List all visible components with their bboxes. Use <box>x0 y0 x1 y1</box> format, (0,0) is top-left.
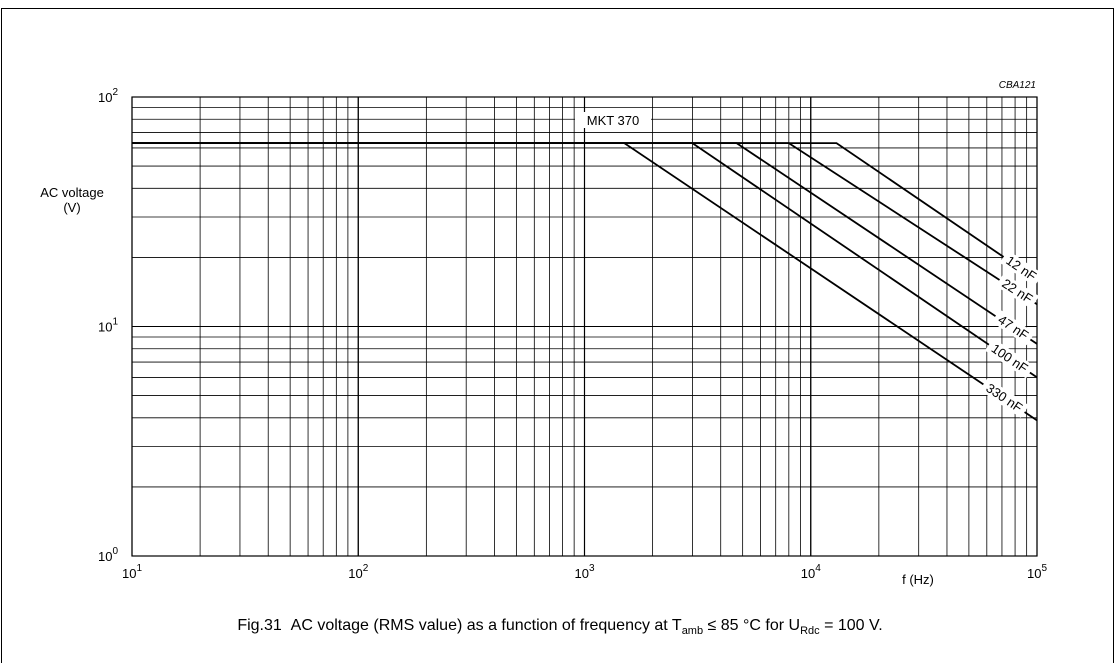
chart-title-box: MKT 370 <box>575 112 651 128</box>
chart-title: MKT 370 <box>587 113 640 128</box>
caption-fig: Fig.31 <box>237 617 282 634</box>
caption-text-mid: ≤ 85 °C for U <box>703 617 801 634</box>
x-tick-label: 102 <box>348 563 368 581</box>
x-tick-label: 104 <box>801 563 821 581</box>
caption-text-post: = 100 V. <box>819 617 883 634</box>
svg-text:330 nF: 330 nF <box>983 380 1025 415</box>
y-tick-label: 101 <box>98 317 118 335</box>
y-axis-label: AC voltage <box>40 185 104 200</box>
y-tick-label: 100 <box>98 546 118 564</box>
caption-sub-amb: amb <box>681 625 704 638</box>
svg-text:47 nF: 47 nF <box>995 312 1031 343</box>
x-tick-label: 105 <box>1027 563 1047 581</box>
caption-sub-rdc: Rdc <box>800 625 820 638</box>
figure-frame <box>1 8 1114 663</box>
series-lines <box>132 142 1038 422</box>
series-line <box>132 142 1038 422</box>
y-axis-unit: (V) <box>63 200 80 215</box>
x-axis-label: f (Hz) <box>902 572 934 587</box>
caption-text-pre: AC voltage (RMS value) as a function of … <box>290 617 682 634</box>
y-tick-label: 102 <box>98 87 118 105</box>
plot-border <box>131 96 1038 557</box>
svg-text:100 nF: 100 nF <box>989 341 1031 376</box>
series-label: 47 nF <box>991 309 1035 346</box>
grid <box>131 96 1038 557</box>
x-tick-label: 103 <box>574 563 594 581</box>
figure-caption: Fig.31 AC voltage (RMS value) as a funct… <box>0 617 1120 637</box>
figure-id: CBA121 <box>999 80 1036 91</box>
x-tick-label: 101 <box>122 563 142 581</box>
